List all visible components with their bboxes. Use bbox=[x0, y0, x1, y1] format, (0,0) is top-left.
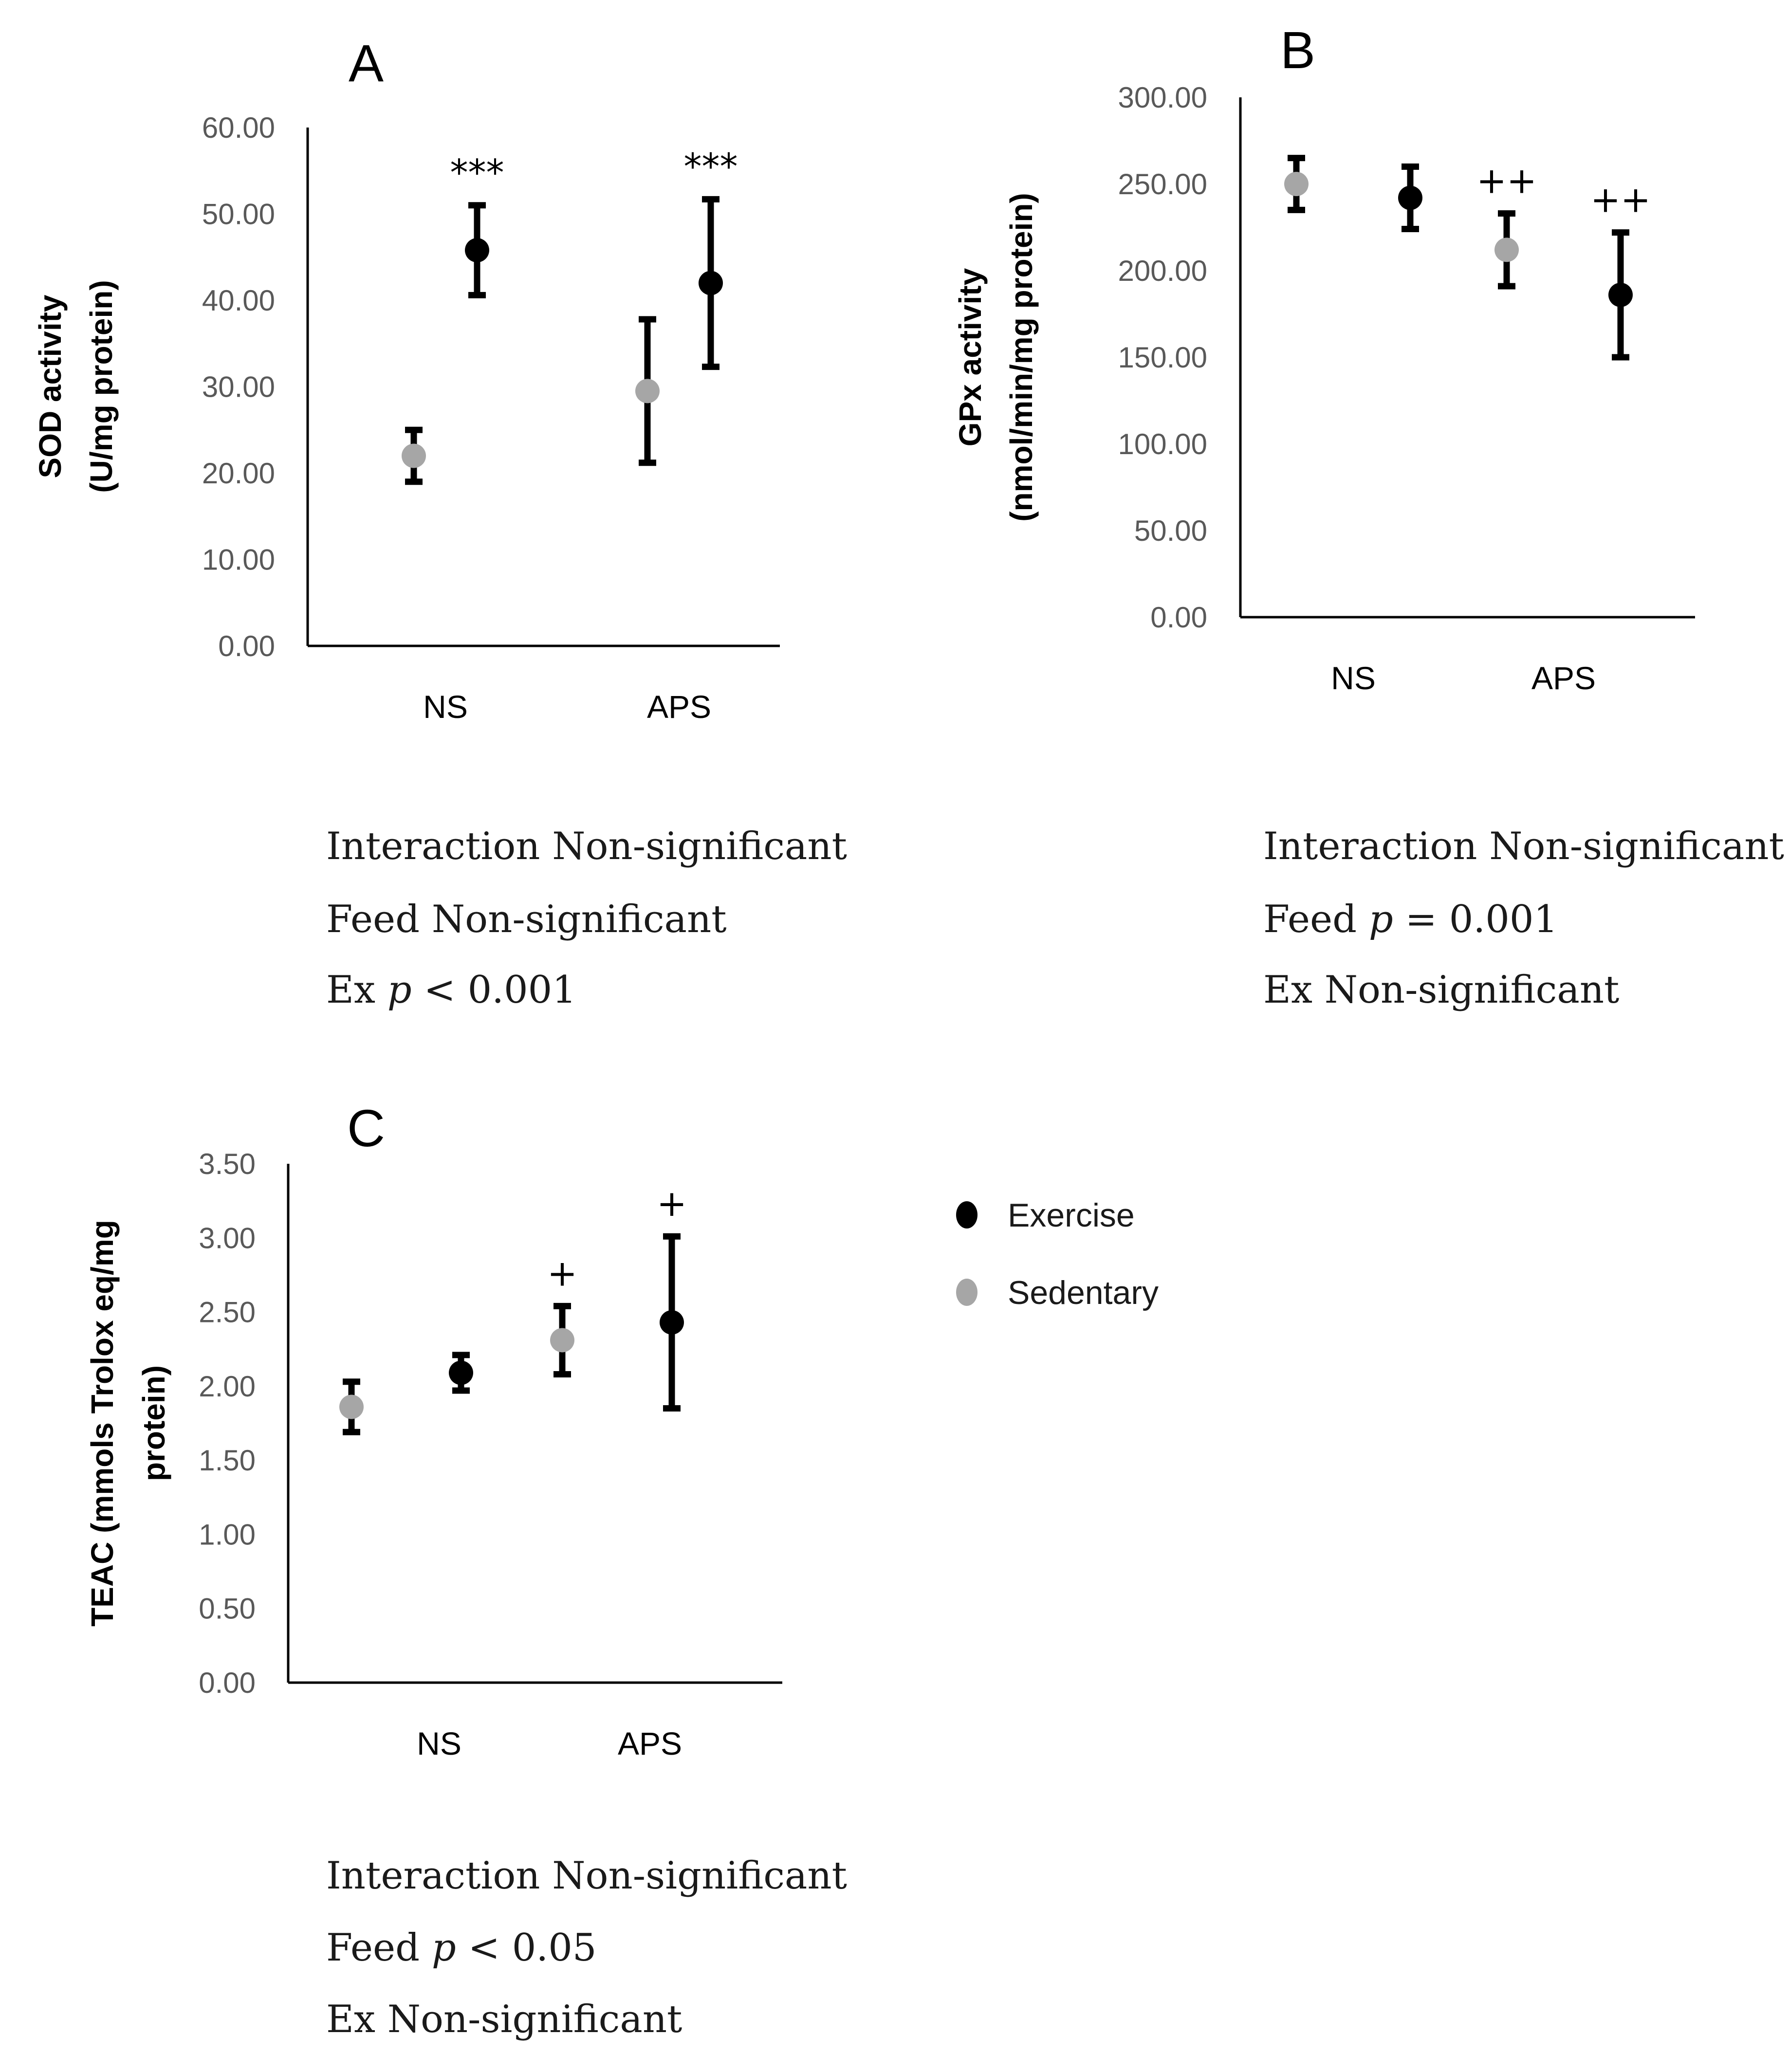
y-axis-title-line: GPx activity bbox=[953, 268, 988, 446]
y-tick-label: 150.00 bbox=[1118, 341, 1207, 374]
y-axis-title-line: TEAC (mmols Trolox eq/mg bbox=[85, 1220, 120, 1627]
data-point-exercise-aps bbox=[660, 1310, 684, 1335]
y-tick-label: 300.00 bbox=[1118, 81, 1207, 114]
y-axis-title-line: (U/mg protein) bbox=[84, 280, 119, 493]
y-tick-label: 1.00 bbox=[199, 1518, 256, 1551]
data-point-exercise-ns bbox=[465, 238, 489, 263]
legend-marker-exercise bbox=[956, 1201, 977, 1229]
panel-label-c: C bbox=[347, 1099, 385, 1157]
data-point-sedentary-ns bbox=[1284, 172, 1309, 196]
y-tick-label: 60.00 bbox=[202, 111, 275, 144]
legend-label-exercise: Exercise bbox=[1008, 1197, 1135, 1234]
stats-c-ex: Ex Non-significant bbox=[326, 1998, 682, 2041]
significance-marker: + bbox=[657, 1183, 687, 1225]
stats-c-interaction: Interaction Non-significant bbox=[326, 1854, 847, 1898]
data-point-exercise-aps bbox=[1608, 282, 1633, 307]
x-category-label-ns: NS bbox=[423, 689, 468, 725]
x-category-label-aps: APS bbox=[647, 689, 711, 725]
significance-marker: ++ bbox=[1590, 179, 1651, 221]
y-axis-title-line: (nmol/min/mg protein) bbox=[1004, 193, 1039, 522]
y-axis-title-line: protein) bbox=[136, 1365, 171, 1481]
stats-b-interaction: Interaction Non-significant bbox=[1263, 825, 1784, 868]
y-tick-label: 30.00 bbox=[202, 371, 275, 403]
stats-a-ex: Ex p < 0.001 bbox=[326, 968, 576, 1012]
y-tick-label: 0.00 bbox=[1150, 601, 1207, 634]
data-point-exercise-aps bbox=[699, 271, 723, 295]
y-tick-label: 0.00 bbox=[199, 1667, 256, 1699]
data-point-sedentary-aps bbox=[550, 1328, 574, 1353]
stats-b-ex: Ex Non-significant bbox=[1263, 968, 1620, 1012]
y-tick-label: 100.00 bbox=[1118, 428, 1207, 460]
y-tick-label: 3.50 bbox=[199, 1148, 256, 1180]
data-point-exercise-ns bbox=[449, 1360, 473, 1385]
data-point-sedentary-aps bbox=[1494, 238, 1519, 262]
x-category-label-ns: NS bbox=[417, 1725, 461, 1761]
significance-marker: *** bbox=[684, 146, 738, 187]
legend-marker-sedentary bbox=[956, 1279, 977, 1306]
data-point-sedentary-ns bbox=[339, 1394, 364, 1419]
significance-marker: *** bbox=[450, 152, 504, 194]
panel-c: C 0.00 0.50 1.00 1.50 2.00 2.50 3.00 3.50 NS APS TE… bbox=[85, 1099, 782, 1761]
y-tick-label: 20.00 bbox=[202, 457, 275, 490]
stats-a-interaction: Interaction Non-significant bbox=[326, 825, 847, 868]
y-tick-label: 50.00 bbox=[202, 198, 275, 231]
legend: Exercise Sedentary bbox=[956, 1197, 1159, 1311]
stats-b-feed: Feed p = 0.001 bbox=[1263, 898, 1558, 941]
y-tick-label: 2.50 bbox=[199, 1296, 256, 1329]
y-tick-label: 0.00 bbox=[218, 630, 275, 662]
y-axis-title-line: SOD activity bbox=[33, 294, 68, 478]
panel-label-a: A bbox=[349, 34, 384, 92]
x-category-label-ns: NS bbox=[1331, 660, 1376, 696]
y-tick-label: 10.00 bbox=[202, 544, 275, 576]
data-point-exercise-ns bbox=[1398, 185, 1422, 210]
stats-c-feed: Feed p < 0.05 bbox=[326, 1926, 597, 1970]
y-tick-label: 0.50 bbox=[199, 1593, 256, 1625]
panel-label-b: B bbox=[1280, 20, 1315, 79]
significance-marker: ++ bbox=[1476, 160, 1537, 202]
y-tick-label: 2.00 bbox=[199, 1370, 256, 1403]
legend-label-sedentary: Sedentary bbox=[1008, 1274, 1159, 1311]
y-tick-label: 3.00 bbox=[199, 1222, 256, 1254]
significance-marker: + bbox=[547, 1252, 577, 1294]
y-tick-label: 250.00 bbox=[1118, 168, 1207, 201]
y-tick-label: 1.50 bbox=[199, 1444, 256, 1477]
data-point-sedentary-aps bbox=[635, 379, 660, 403]
data-point-sedentary-ns bbox=[402, 443, 426, 468]
x-category-label-aps: APS bbox=[1531, 660, 1596, 696]
panel-b: B 0.00 50.00 100.00 150.00 200.00 250.00 300.00… bbox=[953, 20, 1695, 696]
y-tick-label: 40.00 bbox=[202, 284, 275, 317]
x-category-label-aps: APS bbox=[618, 1725, 682, 1761]
y-tick-label: 50.00 bbox=[1134, 514, 1207, 547]
panel-a: A 0.00 10.00 20.00 30.00 40.00 50.00 60.00 NS APS… bbox=[33, 34, 780, 725]
y-tick-label: 200.00 bbox=[1118, 255, 1207, 287]
stats-a-feed: Feed Non-significant bbox=[326, 898, 727, 941]
